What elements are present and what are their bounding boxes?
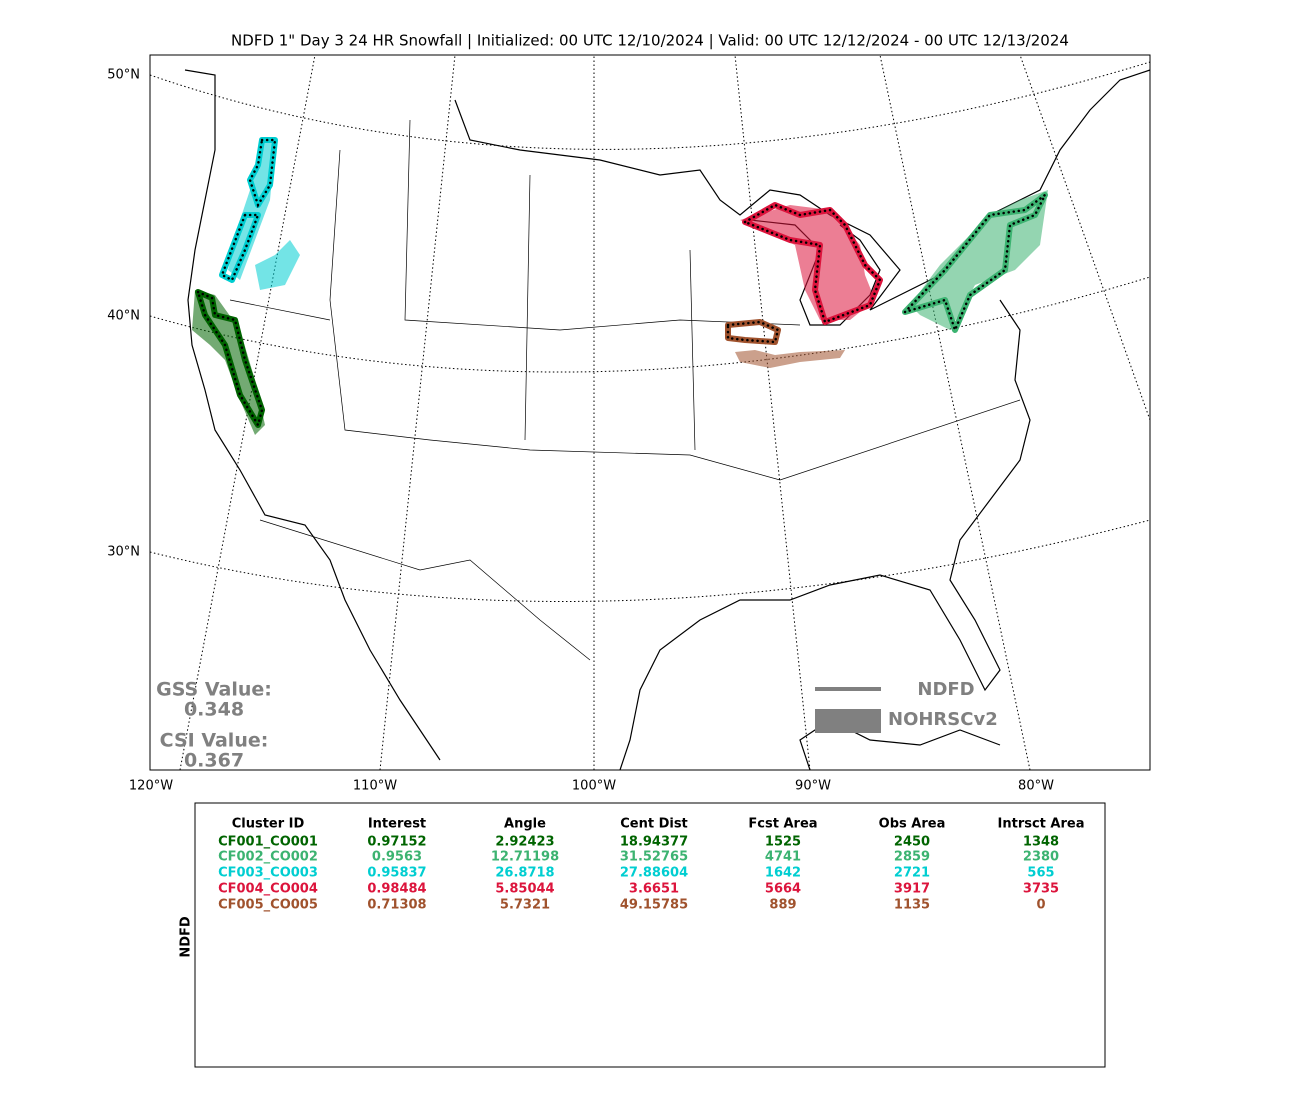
parallel (149, 519, 1151, 602)
coastlines (184, 69, 1151, 771)
clusters (192, 137, 1048, 435)
table-cell: CF003_CO003 (218, 866, 318, 881)
fcst-dots (196, 289, 264, 429)
fcst-dots (726, 320, 780, 344)
table-cell: 3917 (894, 882, 930, 897)
column-header: Interest (368, 817, 426, 832)
meridian (179, 54, 316, 771)
caribbean (799, 719, 1001, 771)
table-cell: 0 (1036, 898, 1045, 913)
borders (229, 119, 1021, 661)
table-cell: 0.71308 (367, 898, 426, 913)
table-cell: CF004_CO004 (218, 882, 318, 897)
table-cell: 5664 (765, 882, 801, 897)
parallel (149, 61, 1151, 150)
column-header: Cluster ID (232, 817, 305, 832)
north-border (454, 69, 1151, 311)
table-cell: CF005_CO005 (218, 898, 318, 913)
gss-label: GSS Value: (156, 679, 272, 701)
table-cell: 889 (769, 898, 796, 913)
scores: GSS Value: 0.348 CSI Value: 0.367 (156, 679, 272, 772)
table-cell: 1348 (1023, 835, 1059, 850)
table-cell: 5.7321 (500, 898, 550, 913)
border (229, 174, 696, 661)
table-cell: 49.15785 (620, 898, 688, 913)
column-header: Cent Dist (620, 817, 688, 832)
table-cell: 565 (1027, 866, 1054, 881)
fcst-dots (220, 138, 277, 282)
table-cell: 18.94377 (620, 835, 688, 850)
legend-label: NDFD (917, 679, 974, 700)
map: NDFD NOHRSCv2 GSS Value: 0.348 CSI Value… (107, 54, 1151, 794)
table-side-label: NDFD (179, 916, 194, 958)
table-cell: 3735 (1023, 882, 1059, 897)
title: NDFD 1" Day 3 24 HR Snowfall | Initializ… (231, 32, 1069, 50)
table-cell: 31.52765 (620, 850, 688, 865)
column-header: Intrsct Area (998, 817, 1085, 832)
table-cell: 0.95837 (367, 866, 426, 881)
map-frame (149, 54, 1151, 771)
table-cell: 0.9563 (372, 850, 422, 865)
table-cell: 1525 (765, 835, 801, 850)
gss-value: 0.348 (184, 699, 244, 721)
table-cell: 27.88604 (620, 866, 688, 881)
csi-value: 0.367 (184, 750, 244, 772)
table-cell: CF002_CO002 (218, 850, 318, 865)
east-gulf-coast (619, 299, 1031, 771)
table-cell: 5.85044 (495, 882, 554, 897)
lon-label: 100°W (572, 779, 616, 794)
column-header: Obs Area (879, 817, 946, 832)
lat-label: 30°N (107, 545, 140, 560)
table-cell: 0.98484 (367, 882, 426, 897)
table-cell: 2859 (894, 850, 930, 865)
lon-label: 90°W (795, 779, 831, 794)
table-cell: 2450 (894, 835, 930, 850)
legend-swatch (815, 709, 881, 733)
border (329, 149, 1021, 481)
table-cells: Cluster ID Interest Angle Cent Dist Fcst Are… (218, 817, 1084, 913)
table-cell: CF001_CO001 (218, 835, 318, 850)
table-cell: 4741 (765, 850, 801, 865)
legend: NDFD NOHRSCv2 (815, 679, 998, 733)
table-cell: 1642 (765, 866, 801, 881)
column-header: Angle (504, 817, 546, 832)
meridian (879, 54, 1031, 771)
axis-labels: 50°N 40°N 30°N 120°W 110°W 100°W 90°W 80°W (107, 68, 1054, 794)
parallel (149, 276, 1151, 373)
table-cell: 3.6651 (629, 882, 679, 897)
lat-label: 50°N (107, 68, 140, 83)
legend-label: NOHRSCv2 (888, 709, 998, 730)
csi-label: CSI Value: (160, 730, 269, 752)
table-cell: 2.92423 (495, 835, 554, 850)
lon-label: 80°W (1018, 779, 1054, 794)
table-cell: 12.71198 (491, 850, 559, 865)
west-coast (184, 69, 441, 761)
table: NDFD Cluster ID Interest Angle Cent Dist Fcs… (179, 802, 1106, 1068)
table-cell: 2380 (1023, 850, 1059, 865)
graticule (149, 54, 1151, 771)
lon-label: 120°W (129, 779, 173, 794)
lat-label: 40°N (107, 309, 140, 324)
column-header: Fcst Area (748, 817, 817, 832)
obs-object (735, 350, 845, 368)
border (404, 119, 801, 331)
table-frame (194, 802, 1106, 1068)
meridian (1019, 54, 1151, 421)
lon-label: 110°W (353, 779, 397, 794)
table-cell: 1135 (894, 898, 930, 913)
table-cell: 26.8718 (495, 866, 554, 881)
table-cell: 2721 (894, 866, 930, 881)
fcst-dots (742, 203, 882, 324)
table-cell: 0.97152 (367, 835, 426, 850)
fcst-dots (900, 194, 1047, 334)
